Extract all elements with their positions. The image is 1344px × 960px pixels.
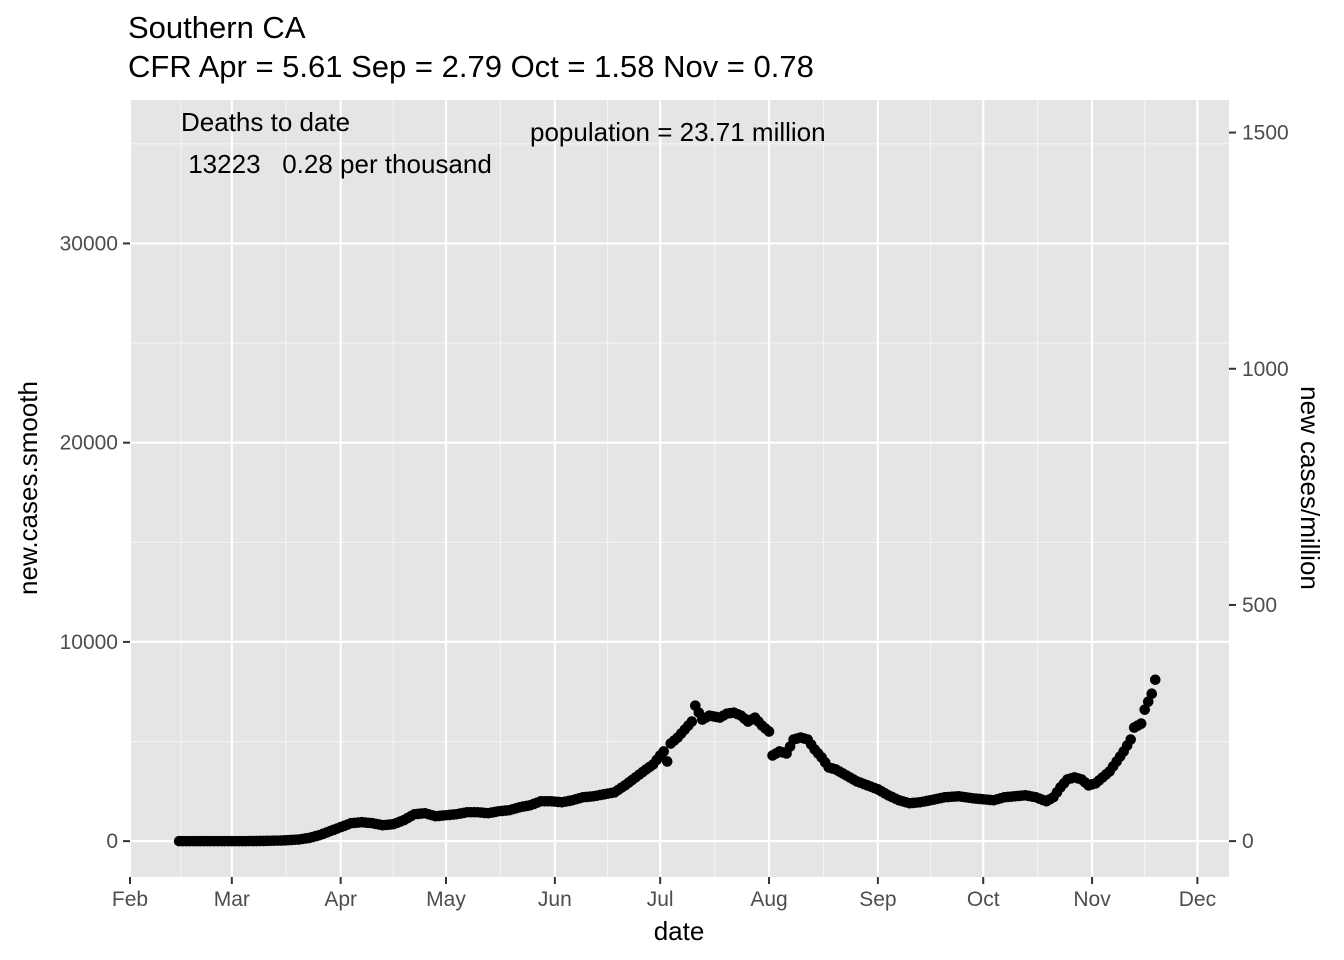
x-tick-label: Oct — [967, 888, 1000, 911]
deaths-value: 13223 0.28 per thousand — [181, 149, 492, 179]
y2-tick-label: 0 — [1242, 830, 1254, 853]
plot-panel — [130, 100, 1229, 877]
x-axis: Feb Mar Apr May Jun Jul Aug Sep Oct Nov Dec — [112, 877, 1216, 911]
x-axis-label: date — [654, 916, 705, 946]
x-tick-label: Jun — [538, 888, 572, 911]
data-point — [1142, 696, 1154, 707]
x-tick-label: Dec — [1179, 888, 1216, 911]
y2-tick-label: 500 — [1242, 594, 1277, 617]
data-point — [658, 746, 669, 757]
data-point — [763, 726, 775, 737]
chart-subtitle: CFR Apr = 5.61 Sep = 2.79 Oct = 1.58 Nov… — [128, 49, 814, 84]
y-tick-label: 20000 — [60, 432, 118, 455]
x-tick-label: Sep — [859, 888, 896, 911]
x-tick-label: Apr — [324, 888, 357, 911]
y-tick-label: 10000 — [60, 631, 118, 654]
data-point — [686, 716, 698, 727]
population-annotation: population = 23.71 million — [530, 117, 826, 147]
y-axis-left: 0 10000 20000 30000 — [60, 232, 130, 853]
y2-tick-label: 1000 — [1242, 358, 1289, 381]
grid — [128, 100, 1229, 877]
y-tick-label: 0 — [106, 830, 118, 853]
data-point — [1125, 734, 1136, 745]
y2-tick-label: 1500 — [1242, 122, 1289, 145]
x-tick-label: Jul — [647, 888, 674, 911]
x-tick-label: Nov — [1073, 888, 1111, 911]
y-axis-label: new.cases.smooth — [13, 381, 43, 595]
x-tick-label: May — [426, 888, 466, 911]
x-tick-label: Aug — [750, 888, 787, 911]
deaths-heading: Deaths to date — [181, 107, 350, 137]
data-point — [1135, 718, 1147, 729]
y-axis-right: 0 500 1000 1500 — [1229, 122, 1289, 853]
data-point — [1146, 688, 1158, 700]
data-point — [1139, 704, 1151, 715]
x-tick-label: Feb — [112, 888, 148, 911]
y-tick-label: 30000 — [60, 232, 118, 255]
data-points — [173, 674, 1161, 847]
data-point — [1149, 674, 1161, 686]
data-point — [661, 756, 673, 767]
chart-title: Southern CA — [128, 10, 306, 45]
y2-axis-label: new cases/million — [1295, 386, 1325, 590]
x-tick-label: Mar — [214, 888, 250, 911]
